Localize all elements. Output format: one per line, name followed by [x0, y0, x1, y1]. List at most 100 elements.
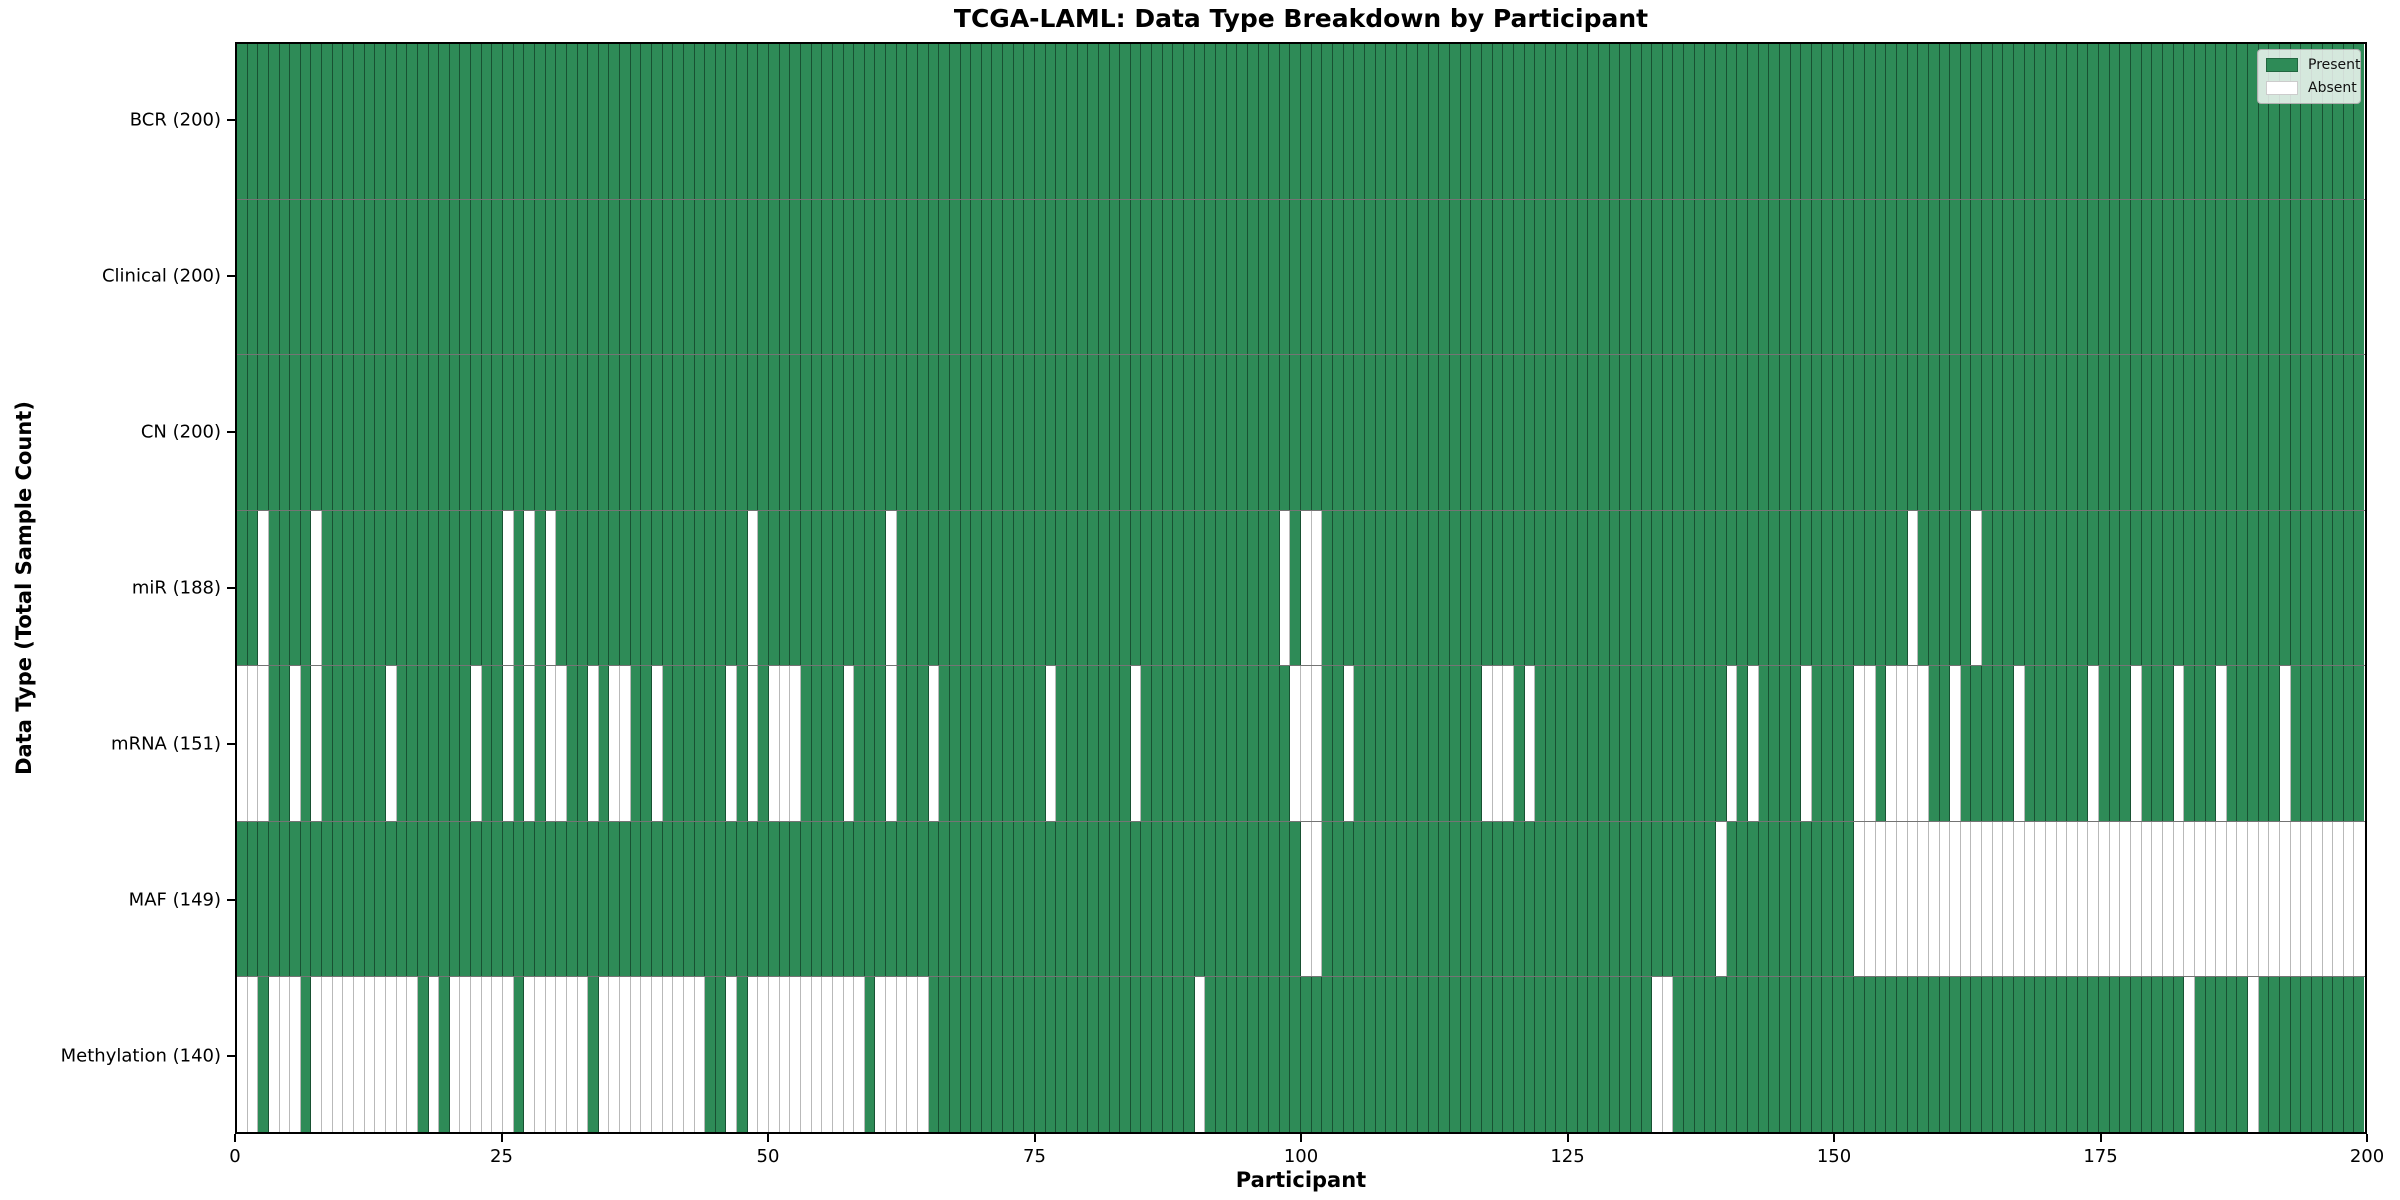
- cell: [1471, 199, 1482, 355]
- cell: [534, 355, 546, 510]
- cell: [705, 977, 716, 1133]
- cell: [1907, 355, 1919, 510]
- cell: [1205, 44, 1216, 199]
- cell: [598, 821, 610, 977]
- cell: [662, 977, 674, 1133]
- cell: [268, 666, 280, 821]
- cell: [534, 510, 546, 666]
- cell: [237, 199, 248, 355]
- cell: [1035, 44, 1046, 199]
- cell: [577, 666, 589, 821]
- cell: [939, 355, 950, 510]
- cell: [1428, 666, 1440, 821]
- cell: [1386, 977, 1397, 1133]
- cell: [2035, 821, 2046, 977]
- cell: [843, 977, 855, 1133]
- cell: [1769, 199, 1780, 355]
- cell: [1609, 44, 1621, 199]
- cell: [1226, 977, 1238, 1133]
- cell: [779, 199, 791, 355]
- cell: [2226, 44, 2238, 199]
- cell: [1226, 44, 1238, 199]
- cell: [2003, 977, 2014, 1133]
- cell: [683, 355, 695, 510]
- cell: [2290, 666, 2302, 821]
- cell: [566, 977, 578, 1133]
- cell: [375, 666, 386, 821]
- cell: [1684, 199, 1695, 355]
- cell: [737, 821, 748, 977]
- cell: [928, 355, 940, 510]
- cell: [1684, 666, 1695, 821]
- cell: [1779, 199, 1791, 355]
- cell: [1003, 821, 1014, 977]
- cell: [1960, 977, 1972, 1133]
- cell: [1939, 666, 1951, 821]
- cell: [683, 44, 695, 199]
- cell: [2280, 666, 2291, 821]
- cell: [1801, 199, 1812, 355]
- cell: [843, 666, 855, 821]
- cell: [1450, 977, 1461, 1133]
- cell: [2322, 355, 2334, 510]
- cell: [2322, 977, 2334, 1133]
- cell: [854, 199, 865, 355]
- cell: [2301, 199, 2312, 355]
- cell: [981, 355, 993, 510]
- cell: [1524, 510, 1536, 666]
- cell: [918, 199, 929, 355]
- cell: [2354, 355, 2365, 510]
- cell: [1056, 44, 1067, 199]
- cell: [971, 44, 982, 199]
- cell: [354, 199, 365, 355]
- cell: [1471, 44, 1482, 199]
- cell: [343, 44, 355, 199]
- cell: [1152, 821, 1163, 977]
- cell: [417, 666, 429, 821]
- cell: [811, 199, 823, 355]
- cell: [1428, 977, 1440, 1133]
- cell: [2141, 199, 2153, 355]
- cell: [2311, 510, 2323, 666]
- cell: [2216, 821, 2227, 977]
- cell: [1801, 355, 1812, 510]
- cell: [577, 44, 589, 199]
- cell: [2109, 666, 2121, 821]
- cell: [588, 821, 599, 977]
- cell: [2269, 355, 2280, 510]
- cell: [343, 977, 355, 1133]
- cell: [1662, 199, 1674, 355]
- cell: [247, 199, 259, 355]
- cell: [1928, 666, 1940, 821]
- cell: [1471, 666, 1482, 821]
- cell: [1386, 355, 1397, 510]
- cell: [1162, 44, 1174, 199]
- cell: [1130, 821, 1142, 977]
- cell: [1779, 977, 1791, 1133]
- cell: [1907, 821, 1919, 977]
- cell: [1066, 977, 1078, 1133]
- cell: [332, 510, 344, 666]
- cell: [385, 510, 397, 666]
- cell: [907, 666, 918, 821]
- cell: [2354, 821, 2365, 977]
- cell: [1673, 666, 1685, 821]
- cell: [2173, 44, 2185, 199]
- cell: [2003, 666, 2014, 821]
- cell: [1950, 510, 1961, 666]
- cell: [577, 821, 589, 977]
- cell: [417, 199, 429, 355]
- cell: [1013, 821, 1025, 977]
- cell: [1758, 199, 1770, 355]
- cell: [971, 355, 982, 510]
- cell: [2216, 44, 2227, 199]
- cell: [1747, 977, 1759, 1133]
- cell: [290, 355, 301, 510]
- cell: [2269, 821, 2280, 977]
- cell: [2056, 199, 2068, 355]
- cell: [779, 355, 791, 510]
- cell: [2067, 510, 2078, 666]
- cell: [886, 666, 897, 821]
- cell: [396, 44, 408, 199]
- cell: [247, 666, 259, 821]
